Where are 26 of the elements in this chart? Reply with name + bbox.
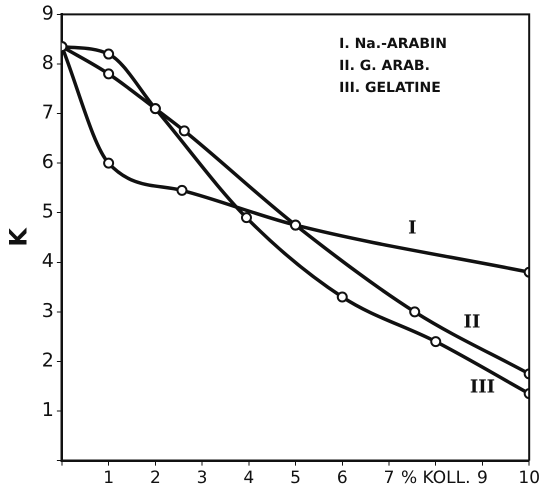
x-tick-label: 7	[384, 468, 394, 488]
series-label: III	[470, 376, 496, 398]
x-tick-label: 2	[150, 468, 161, 488]
x-tick-label: 5	[290, 468, 301, 488]
x-tick-label: 4	[243, 468, 254, 488]
y-tick-label: 1	[42, 398, 54, 421]
annotation: II. G. ARAB.	[339, 58, 430, 74]
x-tick-label: 9	[477, 468, 488, 488]
x-tick-label: 10	[518, 468, 540, 488]
y-tick-label: 6	[42, 151, 54, 174]
y-tick-label: 4	[42, 250, 54, 272]
series-label: II	[464, 312, 480, 333]
x-tick-label: 3	[196, 468, 208, 488]
y-tick-label: 8	[42, 52, 54, 74]
x-tick-label: 1	[103, 468, 114, 488]
annotation: I. Na.-ARABIN	[339, 36, 447, 52]
y-tick-label: 7	[42, 101, 54, 124]
y-tick-label: 5	[42, 200, 54, 223]
y-axis-title: K	[4, 226, 33, 247]
x-tick-label: 6	[336, 468, 348, 488]
y-tick-label: 2	[42, 349, 54, 372]
y-tick-label: 9	[42, 2, 54, 24]
annotation: III. GELATINE	[339, 80, 441, 96]
y-tick-label: 3	[42, 300, 54, 322]
series-label: I	[408, 217, 417, 238]
x-tick-label: % KOLL.	[400, 468, 470, 488]
